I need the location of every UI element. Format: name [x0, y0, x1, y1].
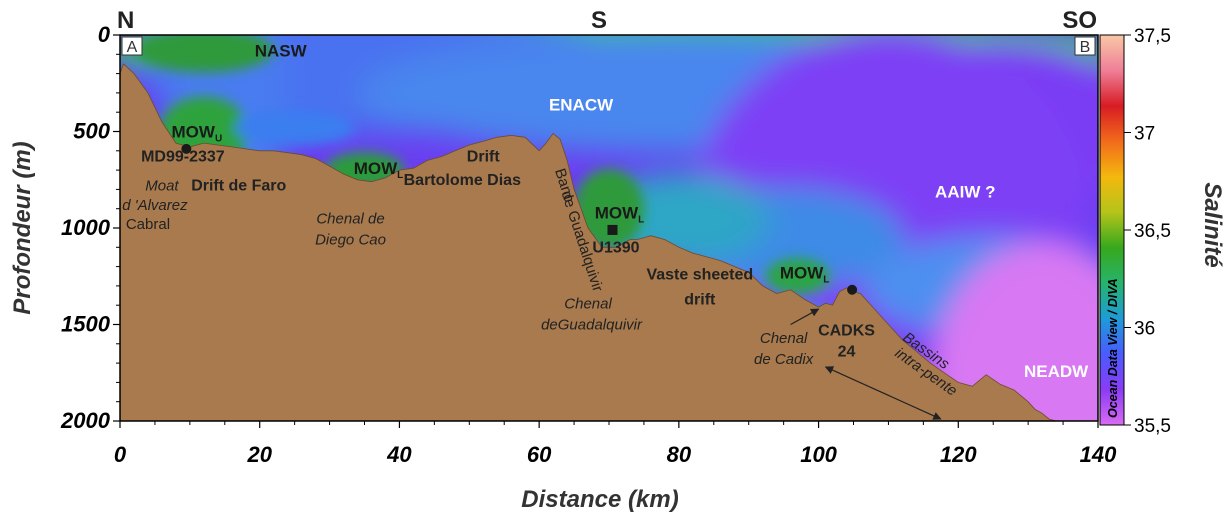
y-tick-label: 0 — [98, 22, 111, 47]
y-tick-label: 2000 — [60, 408, 111, 433]
colorbar-tick-label: 35,5 — [1134, 416, 1171, 437]
x-tick-label: 40 — [386, 442, 412, 467]
x-tick-label: 140 — [1080, 442, 1117, 467]
colorbar-tick-label: 36 — [1134, 319, 1155, 340]
feature-label: U1390 — [592, 239, 639, 256]
feature-label: Drift de Faro — [191, 178, 286, 195]
water-mass-label: MOWL — [354, 159, 404, 181]
feature-label: Diego Cao — [315, 232, 386, 249]
salinity-core — [234, 109, 355, 146]
basins-arrow — [824, 366, 942, 420]
water-mass-label: MOWL — [780, 263, 830, 285]
x-tick-label: 20 — [246, 442, 272, 467]
section-end-label: B — [1080, 39, 1091, 56]
feature-label: MD99-2337 — [141, 149, 225, 166]
section-end-box — [1074, 36, 1096, 56]
seafloor — [120, 63, 1098, 421]
section-end-box — [121, 36, 143, 56]
feature-label: de Cadix — [754, 351, 814, 368]
salinity-core — [765, 258, 830, 295]
salinity-core — [133, 35, 274, 73]
y-tick-label: 1500 — [61, 312, 111, 337]
colorbar-ticks: 37,5 37 36,5 36 35,5 — [1124, 26, 1171, 437]
core-marker — [181, 143, 192, 154]
x-axis: 0 20 40 60 80 100 120 140 — [114, 421, 1117, 467]
colorbar-label: Salinité — [1199, 182, 1226, 267]
water-mass-label: ENACW — [549, 95, 614, 114]
x-axis-label: Distance (km) — [521, 486, 678, 513]
feature-label: d 'Alvarez — [122, 197, 188, 214]
water-mass-label: AAIW ? — [935, 182, 995, 201]
y-tick-label: 1000 — [61, 215, 111, 240]
water-mass-label: NEADW — [1024, 362, 1089, 381]
feature-label: Moat — [145, 178, 179, 195]
colorbar-tick-label: 37 — [1134, 124, 1155, 145]
water-mass-label: MOWL — [595, 204, 645, 226]
colorbar: Ocean Data View / DIVA 37,53736,53635,5 … — [1099, 26, 1226, 437]
feature-label: Chenal — [564, 295, 612, 312]
orientation-label: N — [117, 7, 134, 34]
salinity-core — [574, 168, 644, 249]
section-end-label: A — [127, 39, 138, 56]
water-mass-label: MOWU — [172, 123, 223, 145]
core-marker — [607, 224, 618, 235]
feature-label: CADKS — [818, 322, 875, 339]
core-marker — [847, 284, 858, 295]
feature-label: drift — [684, 291, 716, 308]
y-tick-label: 500 — [73, 119, 110, 144]
colorbar-tick-label: 36,5 — [1134, 221, 1171, 242]
feature-label: Cabral — [126, 216, 170, 233]
x-tick-label: 0 — [114, 442, 127, 467]
feature-label: Bartolome Dias — [404, 172, 521, 189]
y-axis-label: Profondeur (m) — [9, 141, 36, 314]
orientation-label: SO — [1062, 7, 1097, 34]
colorbar-source: Ocean Data View / DIVA — [1106, 278, 1120, 418]
feature-label: Drift — [467, 149, 501, 166]
feature-label: Chenal de — [316, 210, 384, 227]
water-mass-label: NASW — [255, 41, 308, 60]
salinity-patch — [932, 242, 1098, 421]
annotations-layer: N S SO A B NASW ENACW MOWU MOWL MOWL MOWL AAIW ? NEA… — [117, 7, 1097, 420]
feature-label: Chenal — [760, 330, 808, 347]
feature-label: 24 — [838, 344, 856, 361]
orientation-label: S — [591, 7, 607, 34]
y-axis: 0 500 1000 1500 2000 — [60, 22, 120, 433]
feature-label: deGuadalquivir — [541, 317, 643, 334]
colorbar-tick-label: 37,5 — [1134, 26, 1171, 47]
x-tick-label: 60 — [527, 442, 552, 467]
feature-label: Vaste sheeted — [646, 266, 753, 283]
x-tick-label: 120 — [940, 442, 977, 467]
x-tick-label: 80 — [667, 442, 692, 467]
x-tick-label: 100 — [800, 442, 837, 467]
seafloor-layer — [120, 63, 1098, 421]
channel-arrow — [790, 308, 820, 326]
